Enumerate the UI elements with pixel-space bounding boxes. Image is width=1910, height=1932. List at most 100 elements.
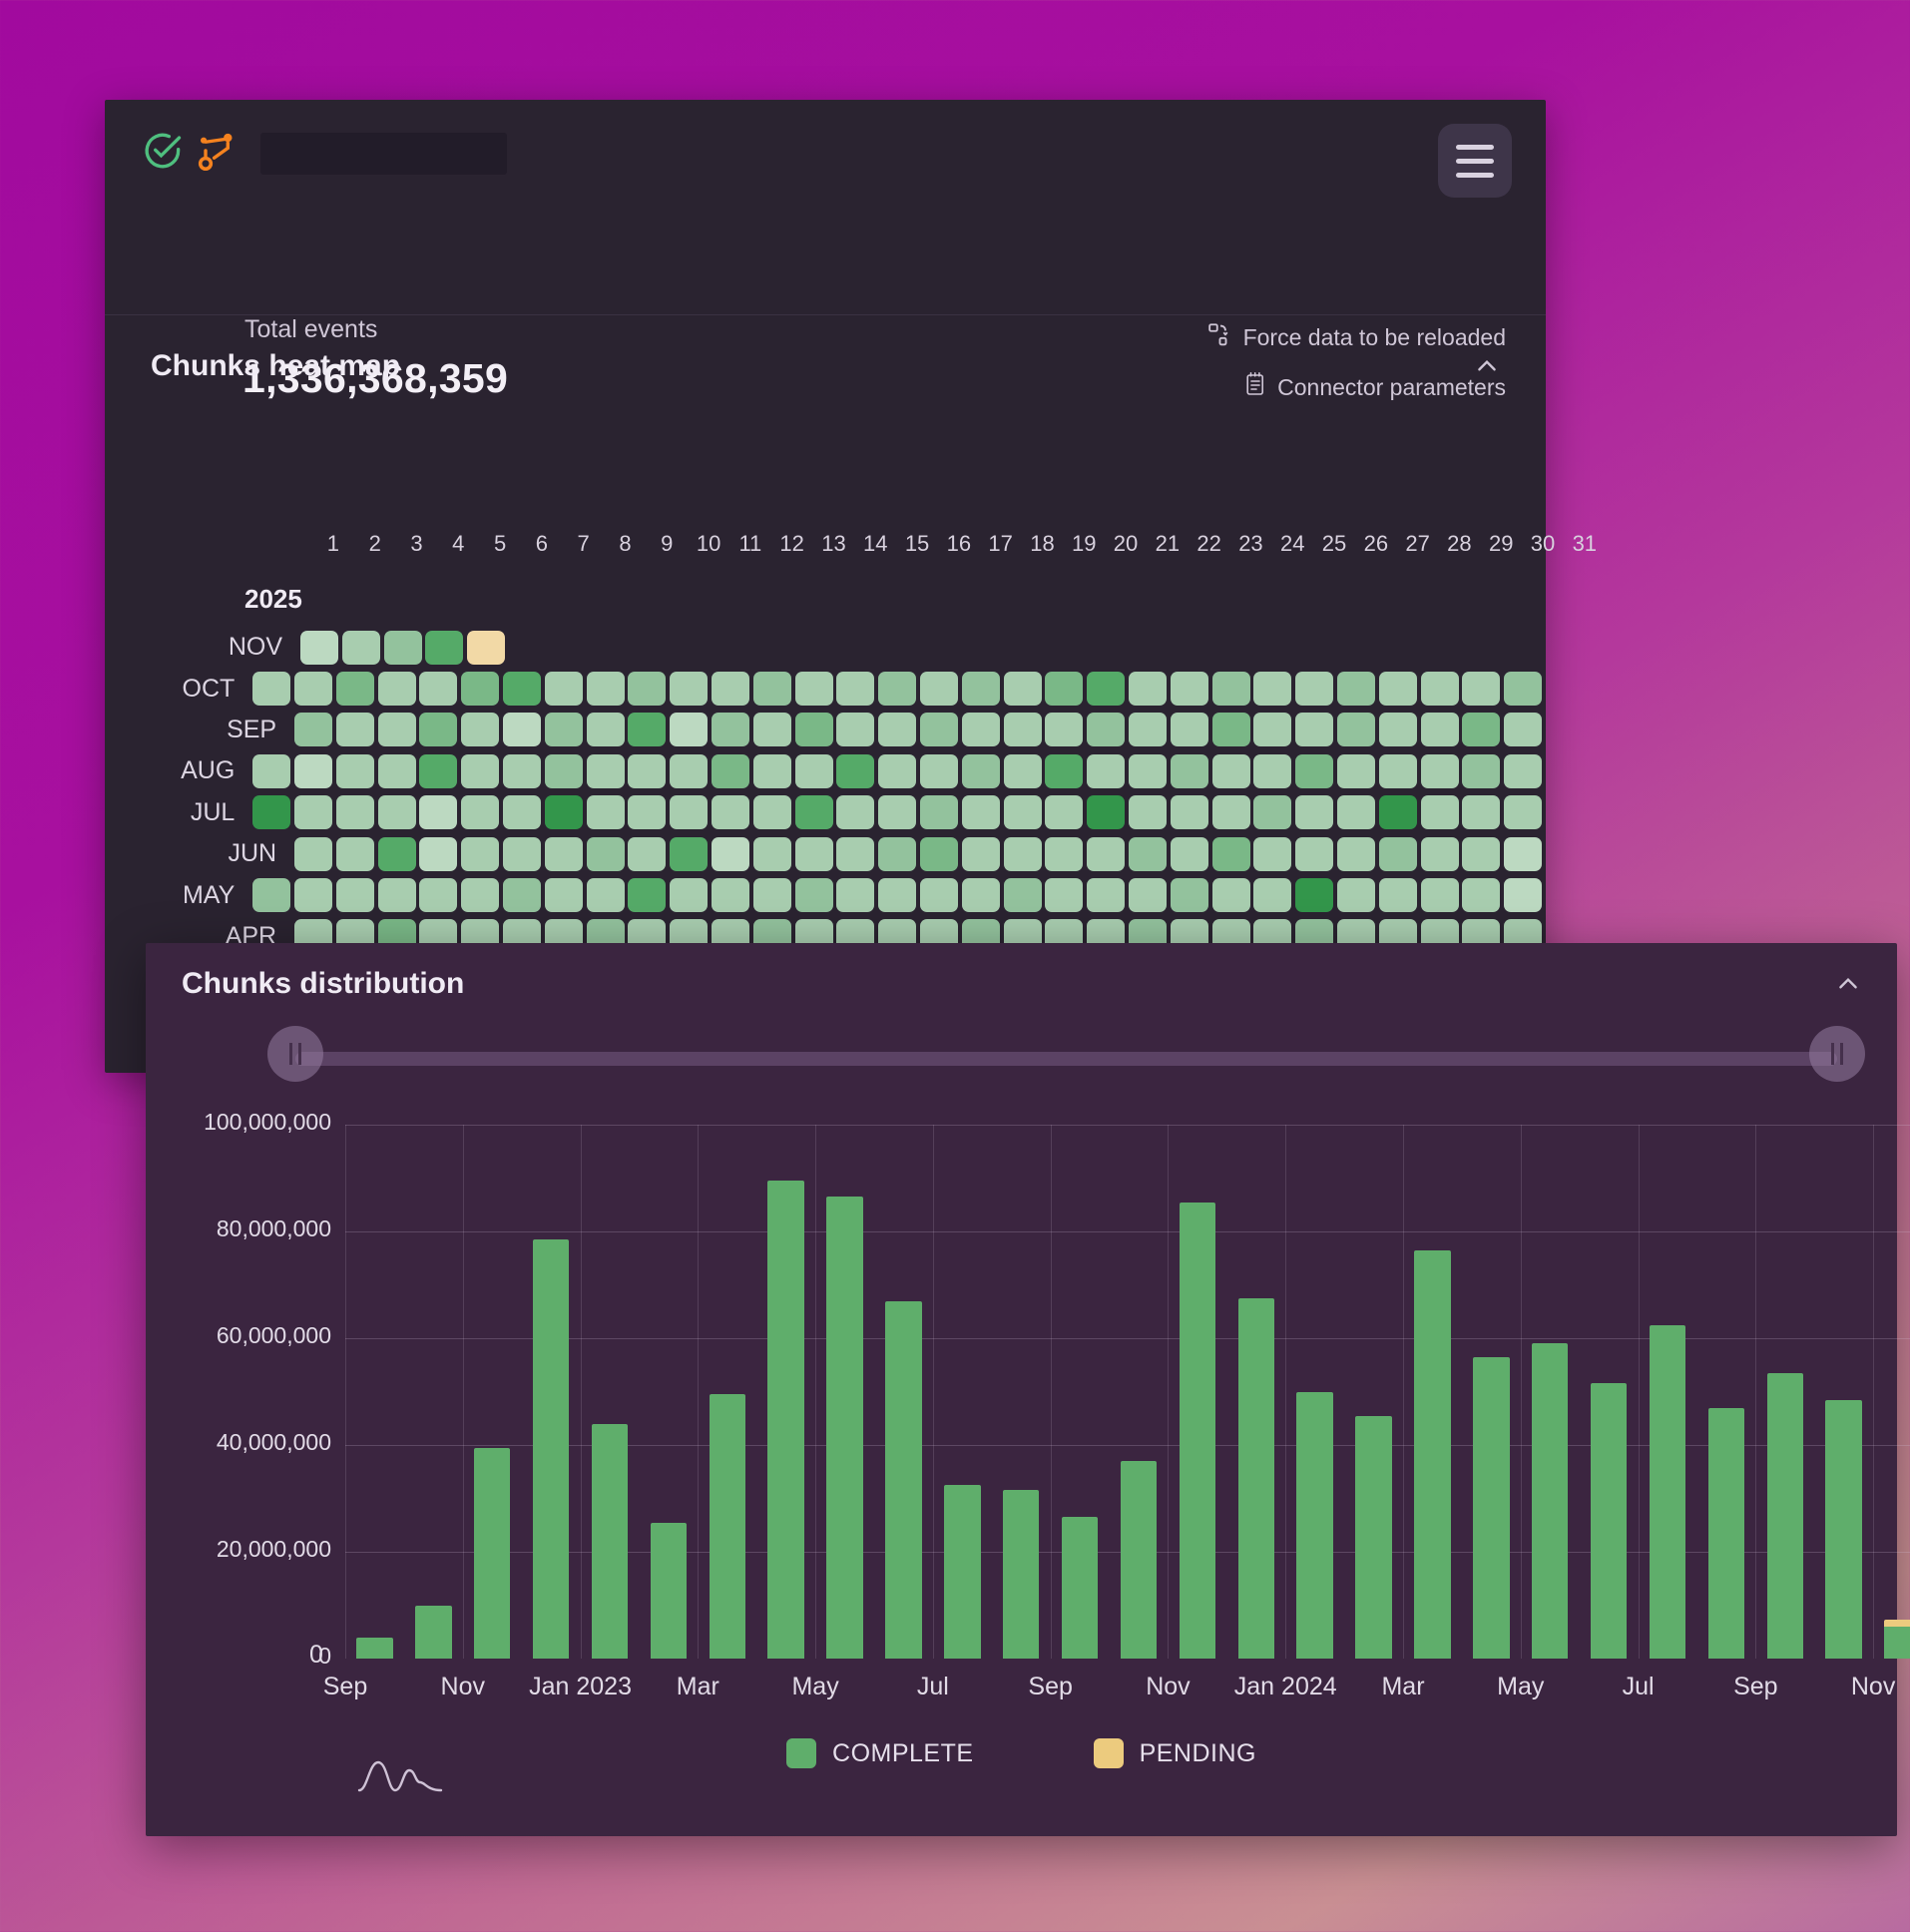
heatmap-cell[interactable] <box>1504 713 1543 747</box>
heatmap-cell[interactable] <box>961 836 1000 871</box>
heatmap-cell[interactable] <box>341 630 380 665</box>
heatmap-cell[interactable] <box>1003 878 1042 913</box>
heatmap-cell[interactable] <box>1462 753 1501 788</box>
heatmap-cell[interactable] <box>1170 672 1208 707</box>
chart-bar[interactable] <box>1120 1461 1158 1659</box>
heatmap-cell[interactable] <box>670 878 709 913</box>
heatmap-cell[interactable] <box>419 753 458 788</box>
heatmap-cell[interactable] <box>1211 878 1250 913</box>
chart-bar[interactable] <box>1296 1391 1333 1659</box>
heatmap-cell[interactable] <box>1253 713 1292 747</box>
heatmap-cell[interactable] <box>252 795 291 830</box>
heatmap-cell[interactable] <box>836 878 875 913</box>
chart-bar[interactable] <box>650 1522 688 1659</box>
heatmap-cell[interactable] <box>794 672 833 707</box>
heatmap-cell[interactable] <box>628 672 667 707</box>
heatmap-cell[interactable] <box>300 630 338 665</box>
chart-bar[interactable] <box>1414 1249 1451 1659</box>
heatmap-cell[interactable] <box>1045 795 1084 830</box>
heatmap-cell[interactable] <box>920 878 959 913</box>
heatmap-cell[interactable] <box>1295 795 1334 830</box>
heatmap-cell[interactable] <box>377 713 416 747</box>
heatmap-cell[interactable] <box>1295 836 1334 871</box>
heatmap-cell[interactable] <box>294 795 333 830</box>
heatmap-cell[interactable] <box>1170 713 1208 747</box>
heatmap-cell[interactable] <box>419 836 458 871</box>
heatmap-cell[interactable] <box>670 836 709 871</box>
heatmap-cell[interactable] <box>961 672 1000 707</box>
heatmap-cell[interactable] <box>752 672 791 707</box>
heatmap-cell[interactable] <box>461 878 500 913</box>
heatmap-cell[interactable] <box>544 836 583 871</box>
heatmap-cell[interactable] <box>1087 753 1126 788</box>
heatmap-cell[interactable] <box>461 672 500 707</box>
heatmap-cell[interactable] <box>628 713 667 747</box>
heatmap-cell[interactable] <box>294 878 333 913</box>
chart-bar[interactable] <box>1002 1490 1040 1659</box>
heatmap-cell[interactable] <box>586 795 625 830</box>
heatmap-cell[interactable] <box>461 836 500 871</box>
heatmap-cell[interactable] <box>335 795 374 830</box>
heatmap-cell[interactable] <box>920 836 959 871</box>
heatmap-cell[interactable] <box>1170 878 1208 913</box>
heatmap-cell[interactable] <box>586 878 625 913</box>
chevron-up-icon[interactable] <box>1835 971 1861 997</box>
heatmap-cell[interactable] <box>836 713 875 747</box>
heatmap-cell[interactable] <box>1003 795 1042 830</box>
heatmap-cell[interactable] <box>1087 672 1126 707</box>
heatmap-cell[interactable] <box>794 836 833 871</box>
heatmap-cell[interactable] <box>1337 795 1376 830</box>
chart-bar[interactable] <box>767 1181 804 1659</box>
heatmap-cell[interactable] <box>294 672 333 707</box>
heatmap-cell[interactable] <box>1462 878 1501 913</box>
heatmap-cell[interactable] <box>461 795 500 830</box>
heatmap-cell[interactable] <box>1337 713 1376 747</box>
heatmap-cell[interactable] <box>1337 878 1376 913</box>
heatmap-cell[interactable] <box>1337 753 1376 788</box>
heatmap-cell[interactable] <box>1003 672 1042 707</box>
chevron-up-icon[interactable] <box>1474 353 1500 379</box>
heatmap-cell[interactable] <box>1129 672 1168 707</box>
heatmap-cell[interactable] <box>377 753 416 788</box>
heatmap-cell[interactable] <box>503 753 542 788</box>
heatmap-cell[interactable] <box>1129 836 1168 871</box>
heatmap-cell[interactable] <box>670 795 709 830</box>
heatmap-cell[interactable] <box>1504 672 1543 707</box>
heatmap-cell[interactable] <box>252 672 291 707</box>
heatmap-cell[interactable] <box>752 795 791 830</box>
heatmap-cell[interactable] <box>794 795 833 830</box>
heatmap-cell[interactable] <box>1003 753 1042 788</box>
chart-bar[interactable] <box>885 1300 922 1659</box>
heatmap-cell[interactable] <box>1170 795 1208 830</box>
chart-bar[interactable] <box>1590 1383 1628 1659</box>
slider-track[interactable] <box>295 1052 1837 1066</box>
heatmap-cell[interactable] <box>752 836 791 871</box>
heatmap-cell[interactable] <box>1420 753 1459 788</box>
heatmap-cell[interactable] <box>1087 713 1126 747</box>
heatmap-cell[interactable] <box>377 795 416 830</box>
heatmap-cell[interactable] <box>503 713 542 747</box>
heatmap-cell[interactable] <box>712 836 750 871</box>
heatmap-cell[interactable] <box>1420 713 1459 747</box>
heatmap-cell[interactable] <box>335 878 374 913</box>
heatmap-cell[interactable] <box>752 878 791 913</box>
heatmap-cell[interactable] <box>1003 713 1042 747</box>
connector-parameters-action[interactable]: Connector parameters <box>1243 371 1506 403</box>
chart-bar[interactable] <box>1825 1399 1862 1659</box>
heatmap-cell[interactable] <box>1087 836 1126 871</box>
heatmap-cell[interactable] <box>1378 795 1417 830</box>
heatmap-cell[interactable] <box>1420 836 1459 871</box>
hamburger-menu-button[interactable] <box>1438 124 1512 198</box>
chart-bar[interactable] <box>1649 1324 1686 1659</box>
heatmap-cell[interactable] <box>1462 836 1501 871</box>
heatmap-cell[interactable] <box>1378 753 1417 788</box>
heatmap-cell[interactable] <box>1129 753 1168 788</box>
heatmap-cell[interactable] <box>1378 713 1417 747</box>
heatmap-cell[interactable] <box>544 753 583 788</box>
heatmap-cell[interactable] <box>503 672 542 707</box>
heatmap-cell[interactable] <box>419 672 458 707</box>
heatmap-cell[interactable] <box>961 795 1000 830</box>
date-range-slider[interactable] <box>267 1026 1865 1082</box>
heatmap-cell[interactable] <box>1337 836 1376 871</box>
heatmap-cell[interactable] <box>586 753 625 788</box>
